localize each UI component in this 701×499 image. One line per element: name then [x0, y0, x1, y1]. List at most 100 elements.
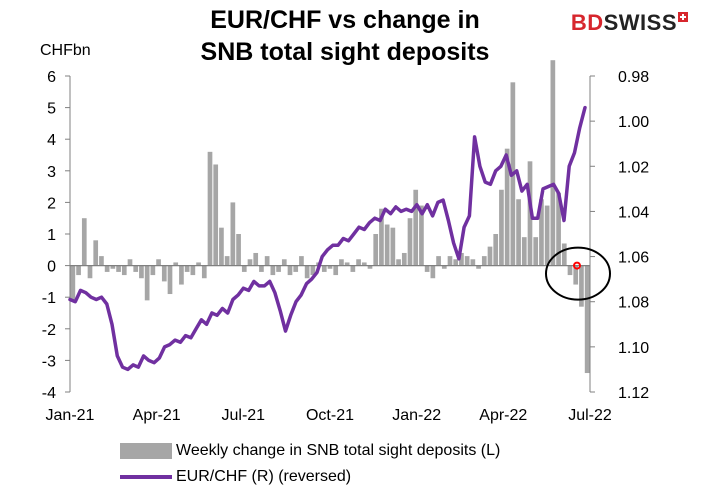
- bar: [253, 252, 259, 266]
- bar: [196, 262, 201, 266]
- bar: [207, 151, 213, 266]
- bar: [93, 240, 99, 266]
- bar: [116, 265, 121, 272]
- bar: [561, 243, 567, 266]
- right-tick-label: 1.10: [618, 340, 649, 357]
- right-tick-label: 1.00: [618, 114, 649, 131]
- legend-swatch-bars: [120, 443, 172, 459]
- bar: [321, 265, 327, 272]
- bar: [219, 227, 224, 266]
- bar: [104, 265, 110, 272]
- bar: [81, 218, 87, 266]
- bar: [516, 199, 521, 266]
- bar: [150, 265, 156, 276]
- eurchf-line: [68, 105, 587, 372]
- bar: [133, 265, 139, 272]
- bar: [99, 256, 104, 266]
- bar: [401, 252, 407, 266]
- bar: [156, 259, 161, 266]
- bar: [344, 262, 350, 266]
- bar: [550, 60, 556, 266]
- x-tick-label: Apr-21: [133, 407, 181, 424]
- left-tick-label: 4: [47, 132, 56, 149]
- annotation-circle: [545, 246, 611, 301]
- bar: [567, 265, 573, 276]
- bar: [127, 259, 133, 266]
- bar: [533, 237, 539, 266]
- bar: [173, 262, 179, 266]
- left-tick-label: 3: [47, 164, 56, 181]
- bar: [413, 189, 419, 266]
- bar: [390, 227, 396, 266]
- bar: [241, 265, 247, 272]
- bar: [70, 265, 76, 301]
- legend-swatch-line: [120, 475, 172, 479]
- bar: [396, 259, 401, 266]
- bar: [161, 265, 167, 282]
- right-tick-label: 1.06: [618, 250, 649, 267]
- x-tick-label: Jan-22: [392, 407, 441, 424]
- bar: [327, 265, 333, 269]
- x-tick-label: Apr-22: [479, 407, 527, 424]
- logo-bd-text: BD: [570, 10, 604, 35]
- chart-title: EUR/CHF vs change in SNB total sight dep…: [120, 4, 570, 68]
- right-tick-label: 1.04: [618, 204, 649, 221]
- bar: [264, 256, 270, 266]
- bar: [259, 265, 264, 272]
- left-tick-label: 0: [47, 259, 56, 276]
- bar: [579, 265, 584, 307]
- bar: [287, 265, 293, 276]
- bar: [384, 224, 390, 266]
- left-tick-label: -4: [42, 385, 56, 402]
- bar: [293, 265, 299, 272]
- left-tick-label: -2: [42, 322, 56, 339]
- left-axis-unit: CHFbn: [40, 42, 91, 59]
- bar: [236, 234, 241, 266]
- chart-title-line1: EUR/CHF vs change in: [210, 6, 480, 34]
- x-tick-label: Jul-22: [568, 407, 612, 424]
- bar: [407, 218, 413, 266]
- bar: [493, 234, 499, 266]
- right-tick-label: 1.02: [618, 159, 649, 176]
- legend-label-line: EUR/CHF (R) (reversed): [176, 468, 352, 485]
- bar: [310, 265, 316, 276]
- swiss-cross-icon: [678, 12, 688, 22]
- bar: [361, 262, 367, 266]
- bar: [436, 256, 441, 266]
- bar: [584, 265, 590, 374]
- legend: Weekly change in SNB total sight deposit…: [120, 438, 500, 490]
- bar: [144, 265, 150, 301]
- bar: [333, 265, 339, 276]
- bdswiss-logo: BDSWISS: [570, 10, 688, 36]
- bar: [121, 265, 127, 276]
- bar: [367, 265, 373, 269]
- bar: [476, 265, 481, 269]
- bar: [213, 164, 219, 266]
- bar: [350, 265, 356, 272]
- left-tick-label: -1: [42, 290, 56, 307]
- bar: [419, 205, 424, 266]
- bar: [373, 234, 379, 266]
- bar: [110, 265, 116, 269]
- bar: [281, 259, 287, 266]
- logo-swiss-text: SWISS: [603, 10, 677, 35]
- bar: [521, 237, 527, 266]
- bar: [487, 246, 493, 266]
- bar: [556, 192, 561, 266]
- bar: [481, 256, 487, 266]
- bar: [299, 256, 304, 266]
- legend-item-bars: Weekly change in SNB total sight deposit…: [120, 438, 500, 464]
- bar: [179, 265, 184, 285]
- legend-label-bars: Weekly change in SNB total sight deposit…: [176, 442, 501, 459]
- left-tick-label: 5: [47, 101, 56, 118]
- left-tick-label: 1: [47, 227, 56, 244]
- right-tick-label: 0.98: [618, 69, 649, 86]
- bar: [167, 265, 173, 295]
- bar: [190, 265, 196, 276]
- right-tick-label: 1.08: [618, 295, 649, 312]
- annotation-marker: [573, 261, 581, 270]
- bar: [459, 252, 464, 266]
- bar: [379, 208, 384, 266]
- x-tick-label: Oct-21: [306, 407, 354, 424]
